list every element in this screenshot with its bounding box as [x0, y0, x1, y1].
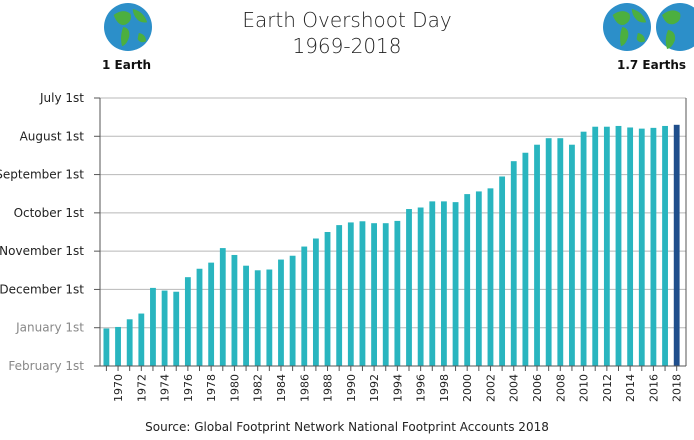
x-tick-label: 1984 — [275, 374, 288, 402]
one-point-seven-earths-label: 1.7 Earths — [617, 58, 687, 72]
bar-1982 — [254, 270, 261, 366]
bar-1988 — [324, 232, 331, 366]
x-tick-label: 2004 — [508, 374, 521, 402]
bar-2002 — [487, 188, 494, 366]
bar-2010 — [580, 131, 587, 366]
bar-1979 — [219, 248, 226, 366]
earth-globe-icon — [603, 3, 651, 51]
x-tick-label: 2012 — [601, 374, 614, 402]
x-tick-label: 1978 — [205, 374, 218, 402]
x-tick-label: 2018 — [671, 374, 684, 402]
bar-2004 — [510, 161, 517, 366]
x-tick-label: 1976 — [182, 374, 195, 402]
bar-1998 — [441, 201, 447, 366]
bar-2016 — [650, 127, 657, 366]
bar-2000 — [464, 194, 471, 366]
bar-2007 — [545, 138, 552, 366]
bar-1985 — [289, 255, 296, 366]
bar-2012 — [603, 126, 610, 366]
bar-1999 — [452, 202, 459, 366]
bar-2018 — [673, 124, 680, 366]
y-tick-label: December 1st — [0, 282, 84, 296]
earth-globe-icon — [104, 3, 152, 51]
y-tick-label: February 1st — [8, 359, 84, 373]
bar-1994 — [394, 220, 401, 366]
bar-1972 — [138, 313, 145, 366]
bar-2001 — [475, 191, 482, 366]
x-tick-label: 1982 — [252, 374, 265, 402]
bar-1983 — [266, 269, 273, 366]
x-tick-label: 1986 — [298, 374, 311, 402]
bar-2015 — [638, 128, 645, 366]
bar-2017 — [662, 125, 668, 366]
bar-2014 — [627, 127, 634, 366]
bar-1989 — [336, 225, 343, 366]
bar-2009 — [569, 144, 575, 366]
x-tick-label: 2000 — [461, 374, 474, 402]
x-tick-label: 1988 — [322, 374, 335, 402]
bar-2003 — [499, 176, 506, 366]
bar-1992 — [371, 223, 377, 366]
bar-1986 — [301, 246, 308, 366]
x-tick-label: 2016 — [647, 374, 660, 402]
y-tick-label: November 1st — [0, 244, 84, 258]
bar-1981 — [243, 265, 249, 366]
bar-1975 — [173, 291, 180, 366]
x-tick-label: 1980 — [228, 374, 241, 402]
x-tick-label: 1992 — [368, 374, 381, 402]
bar-1996 — [417, 207, 424, 366]
x-tick-label: 1970 — [112, 374, 125, 402]
bar-1970 — [115, 326, 121, 366]
y-tick-label: July 1st — [39, 91, 84, 105]
bar-1974 — [161, 290, 168, 366]
x-tick-label: 2006 — [531, 374, 544, 402]
bar-2008 — [557, 138, 564, 366]
bar-2006 — [534, 144, 540, 366]
x-tick-label: 2002 — [484, 374, 497, 402]
bar-1977 — [196, 268, 203, 366]
bar-1980 — [231, 254, 238, 366]
bar-1987 — [312, 238, 319, 366]
chart-title-line2: 1969-2018 — [292, 34, 402, 58]
x-tick-label: 2010 — [578, 374, 591, 402]
bar-1997 — [429, 201, 436, 366]
y-tick-label: August 1st — [20, 129, 85, 143]
y-tick-label: October 1st — [14, 206, 85, 220]
bar-1984 — [278, 259, 284, 366]
x-tick-label: 1998 — [438, 374, 451, 402]
chart-title-line1: Earth Overshoot Day — [242, 8, 452, 32]
x-tick-label: 1974 — [159, 374, 172, 402]
bar-2011 — [592, 126, 599, 366]
x-tick-label: 1990 — [345, 374, 358, 402]
bar-1973 — [150, 287, 156, 366]
bar-2013 — [615, 125, 622, 366]
bar-1978 — [208, 262, 215, 366]
x-tick-label: 2008 — [554, 374, 567, 402]
bar-1995 — [406, 209, 412, 366]
bar-2005 — [522, 152, 529, 366]
source-note: Source: Global Footprint Network Nationa… — [145, 420, 549, 434]
x-tick-label: 1996 — [415, 374, 428, 402]
x-tick-label: 1972 — [135, 374, 148, 402]
one-earth-label: 1 Earth — [102, 58, 152, 72]
x-tick-label: 1994 — [391, 374, 404, 402]
x-tick-label: 2014 — [624, 374, 637, 402]
y-tick-label: January 1st — [15, 321, 84, 335]
partial-earth-globe-icon — [656, 3, 694, 51]
bar-1969 — [103, 328, 110, 366]
bar-1990 — [347, 222, 354, 366]
bar-1971 — [126, 319, 133, 366]
bar-1993 — [382, 223, 389, 366]
bar-1976 — [184, 277, 191, 366]
bar-1991 — [359, 221, 366, 366]
y-tick-label: September 1st — [0, 168, 84, 182]
